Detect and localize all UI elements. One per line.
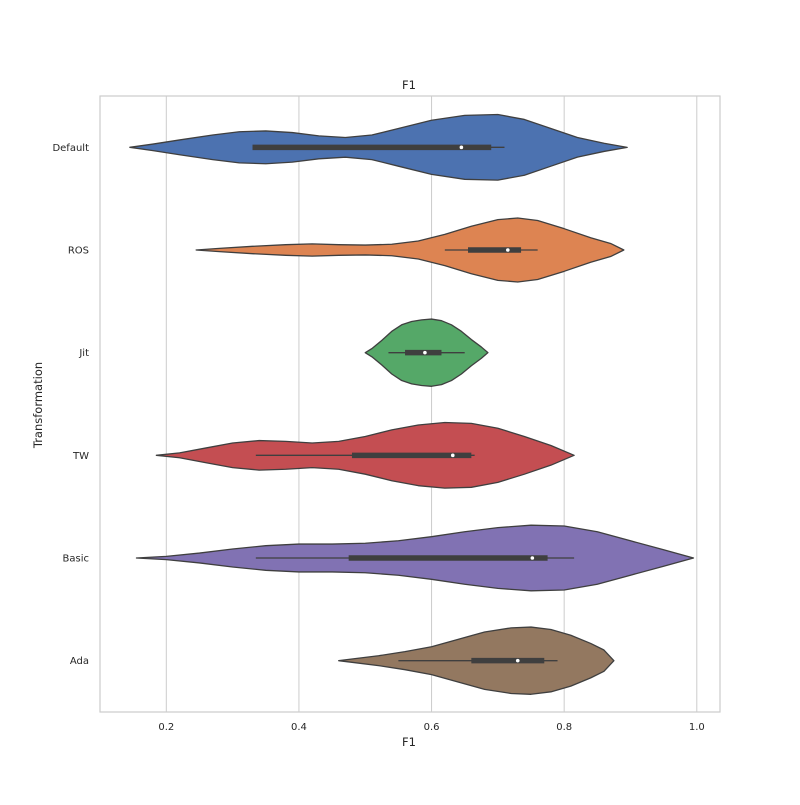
y-axis-label: Transformation <box>31 362 45 449</box>
median-point <box>423 350 427 355</box>
y-tick-label: Ada <box>70 656 89 667</box>
x-tick-label: 0.4 <box>291 722 307 733</box>
violin-group <box>129 113 628 181</box>
median-point <box>450 453 455 458</box>
y-tick-label: Basic <box>63 554 89 565</box>
y-tick-label: ROS <box>68 246 89 257</box>
plot-frame <box>99 95 721 713</box>
x-tick-label: 1.0 <box>689 722 705 733</box>
chart-title: F1 <box>402 78 416 92</box>
x-tick-label: 0.6 <box>424 722 440 733</box>
y-tick-label: Jit <box>78 348 89 359</box>
y-tick-label: TW <box>72 451 89 462</box>
violin-group <box>135 524 695 592</box>
x-tick-label: 0.8 <box>556 722 572 733</box>
violin-group <box>195 217 625 283</box>
median-point <box>530 556 535 560</box>
grid-lines <box>165 96 698 712</box>
violins <box>129 113 695 695</box>
violin-body <box>195 217 625 283</box>
y-tick-label: Default <box>52 143 89 154</box>
violin-group <box>338 626 615 695</box>
median-point <box>459 145 464 150</box>
x-tick-label: 0.2 <box>158 722 174 733</box>
median-point <box>515 658 520 663</box>
violin-group <box>364 318 489 387</box>
median-point <box>506 248 510 252</box>
x-axis-label: F1 <box>402 735 416 749</box>
violin-group <box>155 421 575 489</box>
